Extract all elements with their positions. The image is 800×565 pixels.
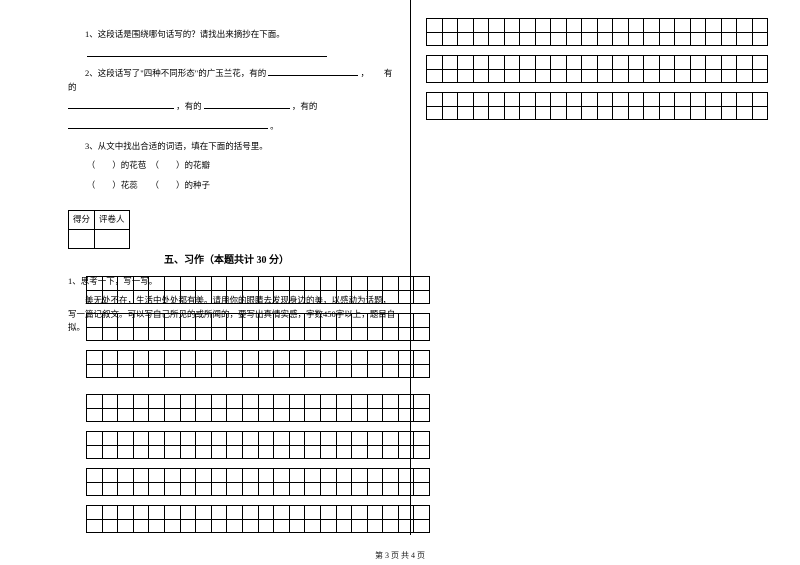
writing-grid-block[interactable] [86, 276, 430, 304]
page-footer: 第 3 页 共 4 页 [0, 550, 800, 561]
question-3c: （ ）花蕊 （ ）的种子 [68, 179, 398, 193]
q1-blank-line [68, 48, 398, 62]
q2-blank-3[interactable] [204, 100, 290, 109]
score-table: 得分 评卷人 [68, 210, 130, 248]
writing-grid-block[interactable] [86, 313, 430, 341]
question-3: 3、从文中找出合适的词语，填在下面的括号里。 [68, 140, 398, 154]
page: 1、这段话是围绕哪句话写的？请找出来摘抄在下面。 2、这段话写了"四种不同形态"… [0, 0, 800, 565]
q2-period: 。 [270, 121, 279, 131]
blank-line[interactable] [87, 48, 327, 57]
writing-grid-block[interactable] [426, 92, 768, 120]
writing-grid-block[interactable] [86, 431, 430, 459]
q2-comma-1: ， [360, 68, 369, 78]
question-1: 1、这段话是围绕哪句话写的？请找出来摘抄在下面。 [68, 28, 398, 42]
question-2-line3: 。 [68, 120, 398, 134]
q2-blank-2[interactable] [68, 100, 174, 109]
writing-grid-block[interactable] [86, 505, 430, 533]
section-5-title: 五、习作（本题共计 30 分） [68, 253, 398, 269]
q2-blank-1[interactable] [268, 67, 358, 76]
writing-grid-block[interactable] [86, 350, 430, 378]
grader-label: 评卷人 [95, 211, 130, 230]
q2-text-e: ，有的 [292, 101, 318, 111]
q2-text-d: ，有的 [176, 101, 202, 111]
writing-grid-block[interactable] [86, 468, 430, 496]
grader-cell[interactable] [95, 229, 130, 248]
score-label: 得分 [69, 211, 95, 230]
question-2: 2、这段话写了"四种不同形态"的广玉兰花，有的 ， 有的 [68, 67, 398, 94]
right-grid-group [426, 18, 768, 129]
question-3b: （ ）的花苞 （ ）的花瓣 [68, 159, 398, 173]
writing-grid-block[interactable] [426, 55, 768, 83]
q2-text-a: 2、这段话写了"四种不同形态"的广玉兰花，有的 [85, 68, 266, 78]
score-cell[interactable] [69, 229, 95, 248]
left-grid-group-a [86, 276, 430, 387]
writing-grid-block[interactable] [86, 394, 430, 422]
q2-blank-4[interactable] [68, 120, 268, 129]
writing-grid-block[interactable] [426, 18, 768, 46]
question-2-line2: ，有的 ，有的 [68, 100, 398, 114]
left-grid-group-b [86, 394, 430, 542]
